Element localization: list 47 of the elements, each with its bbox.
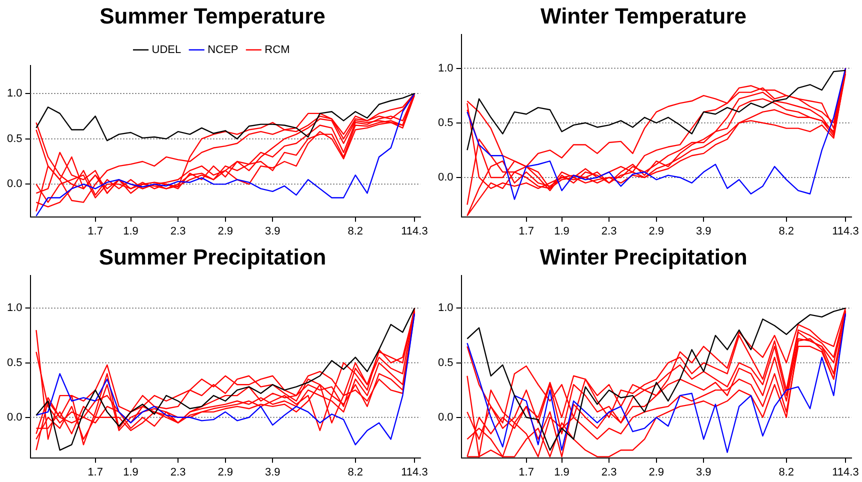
y-tick-label: 0.5 bbox=[6, 356, 22, 369]
x-tick-label: 3.9 bbox=[696, 225, 712, 238]
legend-label: NCEP bbox=[208, 44, 238, 56]
y-tick-label: 1.0 bbox=[6, 88, 22, 100]
y-tick-label: 0.5 bbox=[6, 132, 22, 145]
x-tick-label: 3.9 bbox=[264, 466, 280, 478]
x-tick-label: 1.9 bbox=[554, 466, 570, 478]
x-tick-label: 8.2 bbox=[778, 466, 794, 478]
x-tick-label: 8.2 bbox=[778, 225, 794, 238]
x-tick-label: 2.9 bbox=[218, 466, 233, 478]
y-tick-label: 0.0 bbox=[438, 172, 454, 184]
x-tick-label: 1.7 bbox=[88, 466, 103, 478]
y-tick-label: 1.0 bbox=[438, 62, 454, 74]
x-tick-label: 2.3 bbox=[170, 466, 186, 478]
x-tick-label: 2.3 bbox=[601, 225, 617, 238]
x-tick-label: 1.9 bbox=[123, 466, 138, 478]
x-tick-label: 8.2 bbox=[348, 466, 364, 478]
y-tick-label: 0.0 bbox=[6, 411, 22, 424]
x-tick-label: 8.2 bbox=[348, 225, 364, 238]
x-tick-label: 1.7 bbox=[518, 466, 534, 478]
chart-title: Winter Precipitation bbox=[540, 244, 748, 270]
y-tick-label: 1.0 bbox=[6, 302, 22, 314]
x-tick-label: 114.3 bbox=[401, 225, 428, 238]
x-tick-label: 1.9 bbox=[123, 225, 138, 238]
y-tick-label: 0.0 bbox=[6, 178, 22, 190]
x-tick-label: 114.3 bbox=[401, 466, 428, 478]
x-tick-label: 3.9 bbox=[264, 225, 280, 238]
y-tick-label: 0.0 bbox=[438, 411, 454, 424]
x-tick-label: 2.9 bbox=[648, 225, 664, 238]
x-tick-label: 1.7 bbox=[518, 225, 534, 238]
x-tick-label: 1.9 bbox=[554, 225, 570, 238]
x-tick-label: 2.9 bbox=[648, 466, 664, 478]
x-tick-label: 2.9 bbox=[218, 225, 233, 238]
x-tick-label: 114.3 bbox=[832, 225, 859, 238]
y-tick-label: 0.5 bbox=[438, 356, 454, 369]
legend-label: UDEL bbox=[152, 44, 182, 56]
x-tick-label: 3.9 bbox=[696, 466, 712, 478]
chart-title: Winter Temperature bbox=[540, 3, 746, 28]
x-tick-label: 2.3 bbox=[170, 225, 186, 238]
chart-title: Summer Precipitation bbox=[98, 244, 326, 270]
x-tick-label: 2.3 bbox=[601, 466, 617, 478]
x-tick-label: 114.3 bbox=[832, 466, 859, 478]
y-tick-label: 1.0 bbox=[438, 302, 454, 314]
legend-label: RCM bbox=[264, 44, 290, 56]
y-tick-label: 0.5 bbox=[438, 116, 454, 129]
chart-title: Summer Temperature bbox=[100, 3, 326, 28]
x-tick-label: 1.7 bbox=[88, 225, 103, 238]
